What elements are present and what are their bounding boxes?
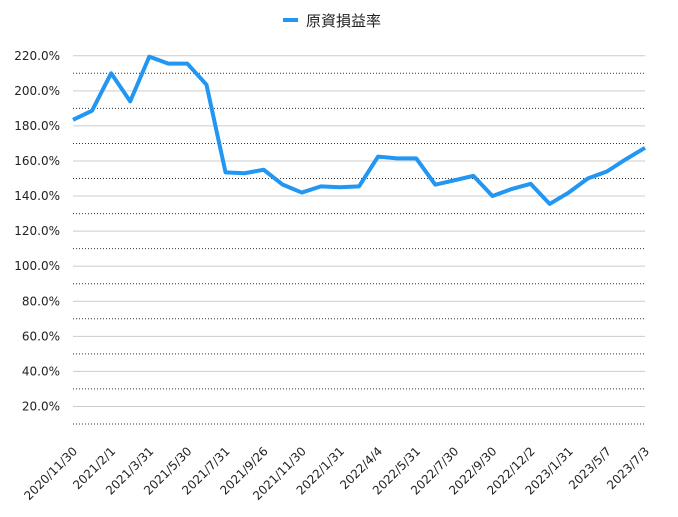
y-tick-label: 60.0% — [22, 329, 60, 343]
y-tick-label: 40.0% — [22, 364, 60, 378]
y-tick-label: 180.0% — [14, 119, 60, 133]
y-tick-label: 160.0% — [14, 154, 60, 168]
line — [72, 54, 647, 206]
y-tick-label: 20.0% — [22, 399, 60, 413]
y-tick-label: 140.0% — [14, 189, 60, 203]
y-tick-label: 80.0% — [22, 294, 60, 308]
x-tick-label: 2023/7/3 — [604, 444, 652, 492]
y-tick-label: 120.0% — [14, 224, 60, 238]
y-tick-label: 100.0% — [14, 259, 60, 273]
legend-label: 原資損益率 — [306, 12, 381, 30]
y-tick-label: 200.0% — [14, 84, 60, 98]
x-tick-label: 2020/11/30 — [21, 444, 80, 503]
y-tick-label: 220.0% — [14, 49, 60, 63]
